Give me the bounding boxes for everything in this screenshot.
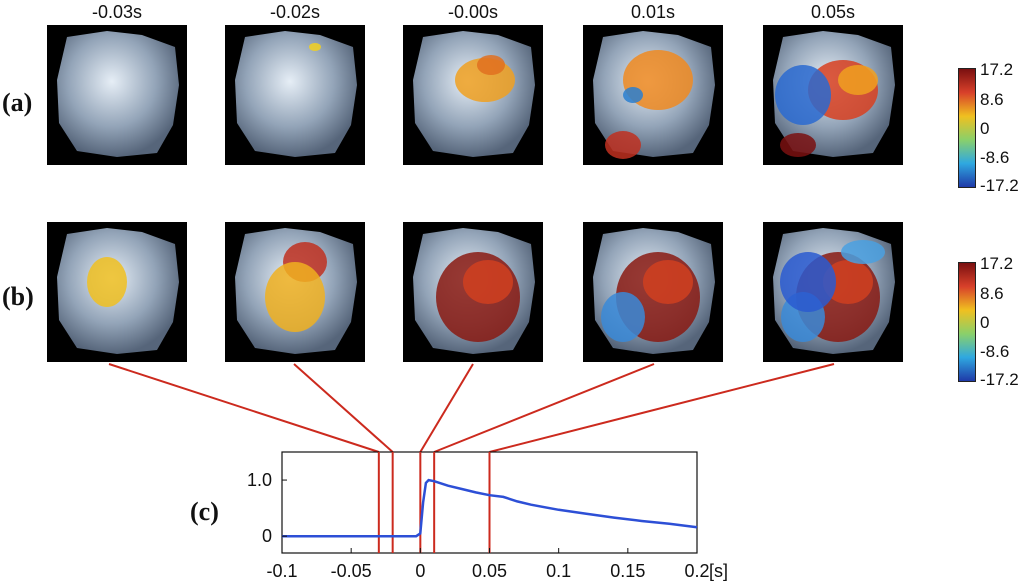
y-tick-label: 0: [262, 526, 272, 546]
time-label-1: -0.03s: [91, 2, 143, 22]
time-markers: [377, 452, 491, 553]
panel-a-4: [583, 25, 723, 165]
colorbar-b-tick-4: -8.6: [980, 342, 1010, 361]
colorbar-a-tick-3: 0: [980, 119, 990, 138]
panel-image: [773, 228, 895, 354]
colorbar-b-tick-3: 0: [980, 313, 990, 332]
connector-line-1: [108, 363, 380, 453]
colorbar-b-tick-1: 17.2: [980, 254, 1014, 273]
time-label-2: -0.02s: [269, 2, 321, 22]
panel-a-3: [403, 25, 543, 165]
colorbar-a-tick-5: -17.2: [980, 176, 1019, 195]
panel-b-1: [47, 222, 187, 362]
x-tick-label: 0.05: [472, 561, 507, 581]
panel-image: [593, 228, 715, 354]
panel-a-1: [47, 25, 187, 165]
panel-a-2: [225, 25, 365, 165]
y-tick-label: 1.0: [247, 470, 272, 490]
panel-image: [57, 228, 179, 354]
signal-curve: [282, 478, 698, 538]
panel-image: [593, 31, 715, 159]
colorbar-a-tick-1: 17.2: [980, 60, 1014, 79]
x-tick-label: 0.2: [684, 561, 709, 581]
row-label-b: (b): [2, 282, 34, 311]
time-label-4: 0.01s: [630, 2, 676, 22]
colorbar-b: [958, 262, 976, 382]
time-label-5: 0.05s: [810, 2, 856, 22]
panel-b-3: [403, 222, 543, 362]
panel-image: [773, 31, 895, 157]
connector-line-4: [433, 363, 655, 453]
x-tick-label: 0: [415, 561, 425, 581]
panel-image: [57, 31, 179, 157]
row-label-a: (a): [2, 88, 33, 117]
colorbar-b-tick-2: 8.6: [980, 284, 1004, 303]
x-tick-label: 0.1: [546, 561, 571, 581]
panel-image: [235, 31, 357, 157]
connector-line-3: [419, 363, 474, 453]
plot-ticks: -0.1 -0.05 0 0.05 0.1 0.15 0.2 0 1.0: [247, 470, 710, 581]
x-tick-label: -0.05: [331, 561, 372, 581]
connector-line-5: [489, 363, 835, 453]
panel-a-5: [763, 25, 903, 165]
panel-b-2: [225, 222, 365, 362]
panel-b-4: [583, 222, 723, 362]
time-label-3: -0.00s: [447, 2, 499, 22]
colorbar-b-tick-5: -17.2: [980, 370, 1019, 389]
colorbar-a-tick-4: -8.6: [980, 148, 1010, 167]
x-tick-label: -0.1: [266, 561, 297, 581]
panel-image: [413, 31, 535, 157]
x-tick-label: 0.15: [610, 561, 645, 581]
connector-lines: [108, 363, 835, 453]
x-axis-label: [s]: [709, 561, 728, 581]
colorbar-a-tick-2: 8.6: [980, 90, 1004, 109]
panel-image: [413, 228, 535, 354]
colorbar-a: [958, 68, 976, 188]
row-label-c: (c): [190, 497, 219, 526]
connector-line-2: [293, 363, 394, 453]
panel-b-5: [763, 222, 903, 362]
panel-image: [235, 228, 357, 354]
